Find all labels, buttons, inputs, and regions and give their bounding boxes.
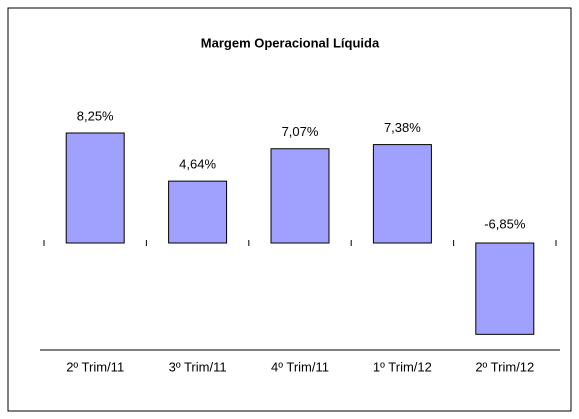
x-tick-label: 2º Trim/11 bbox=[66, 359, 124, 374]
data-label: 7,07% bbox=[282, 124, 319, 139]
bar bbox=[270, 148, 330, 244]
data-label: 7,38% bbox=[384, 120, 421, 135]
chart-title: Margem Operacional Líquida bbox=[201, 35, 380, 50]
x-tick-label: 1º Trim/12 bbox=[373, 359, 432, 374]
x-tick-label: 2º Trim/12 bbox=[475, 359, 534, 374]
bar bbox=[65, 132, 125, 244]
data-label: 8,25% bbox=[77, 108, 114, 123]
bar bbox=[475, 242, 535, 335]
x-tick-label: 4º Trim/11 bbox=[271, 359, 329, 374]
data-label: 4,64% bbox=[179, 157, 216, 172]
x-tick-label: 3º Trim/11 bbox=[169, 359, 227, 374]
bar bbox=[168, 180, 228, 244]
data-label: -6,85% bbox=[484, 216, 526, 231]
bar bbox=[372, 144, 432, 244]
